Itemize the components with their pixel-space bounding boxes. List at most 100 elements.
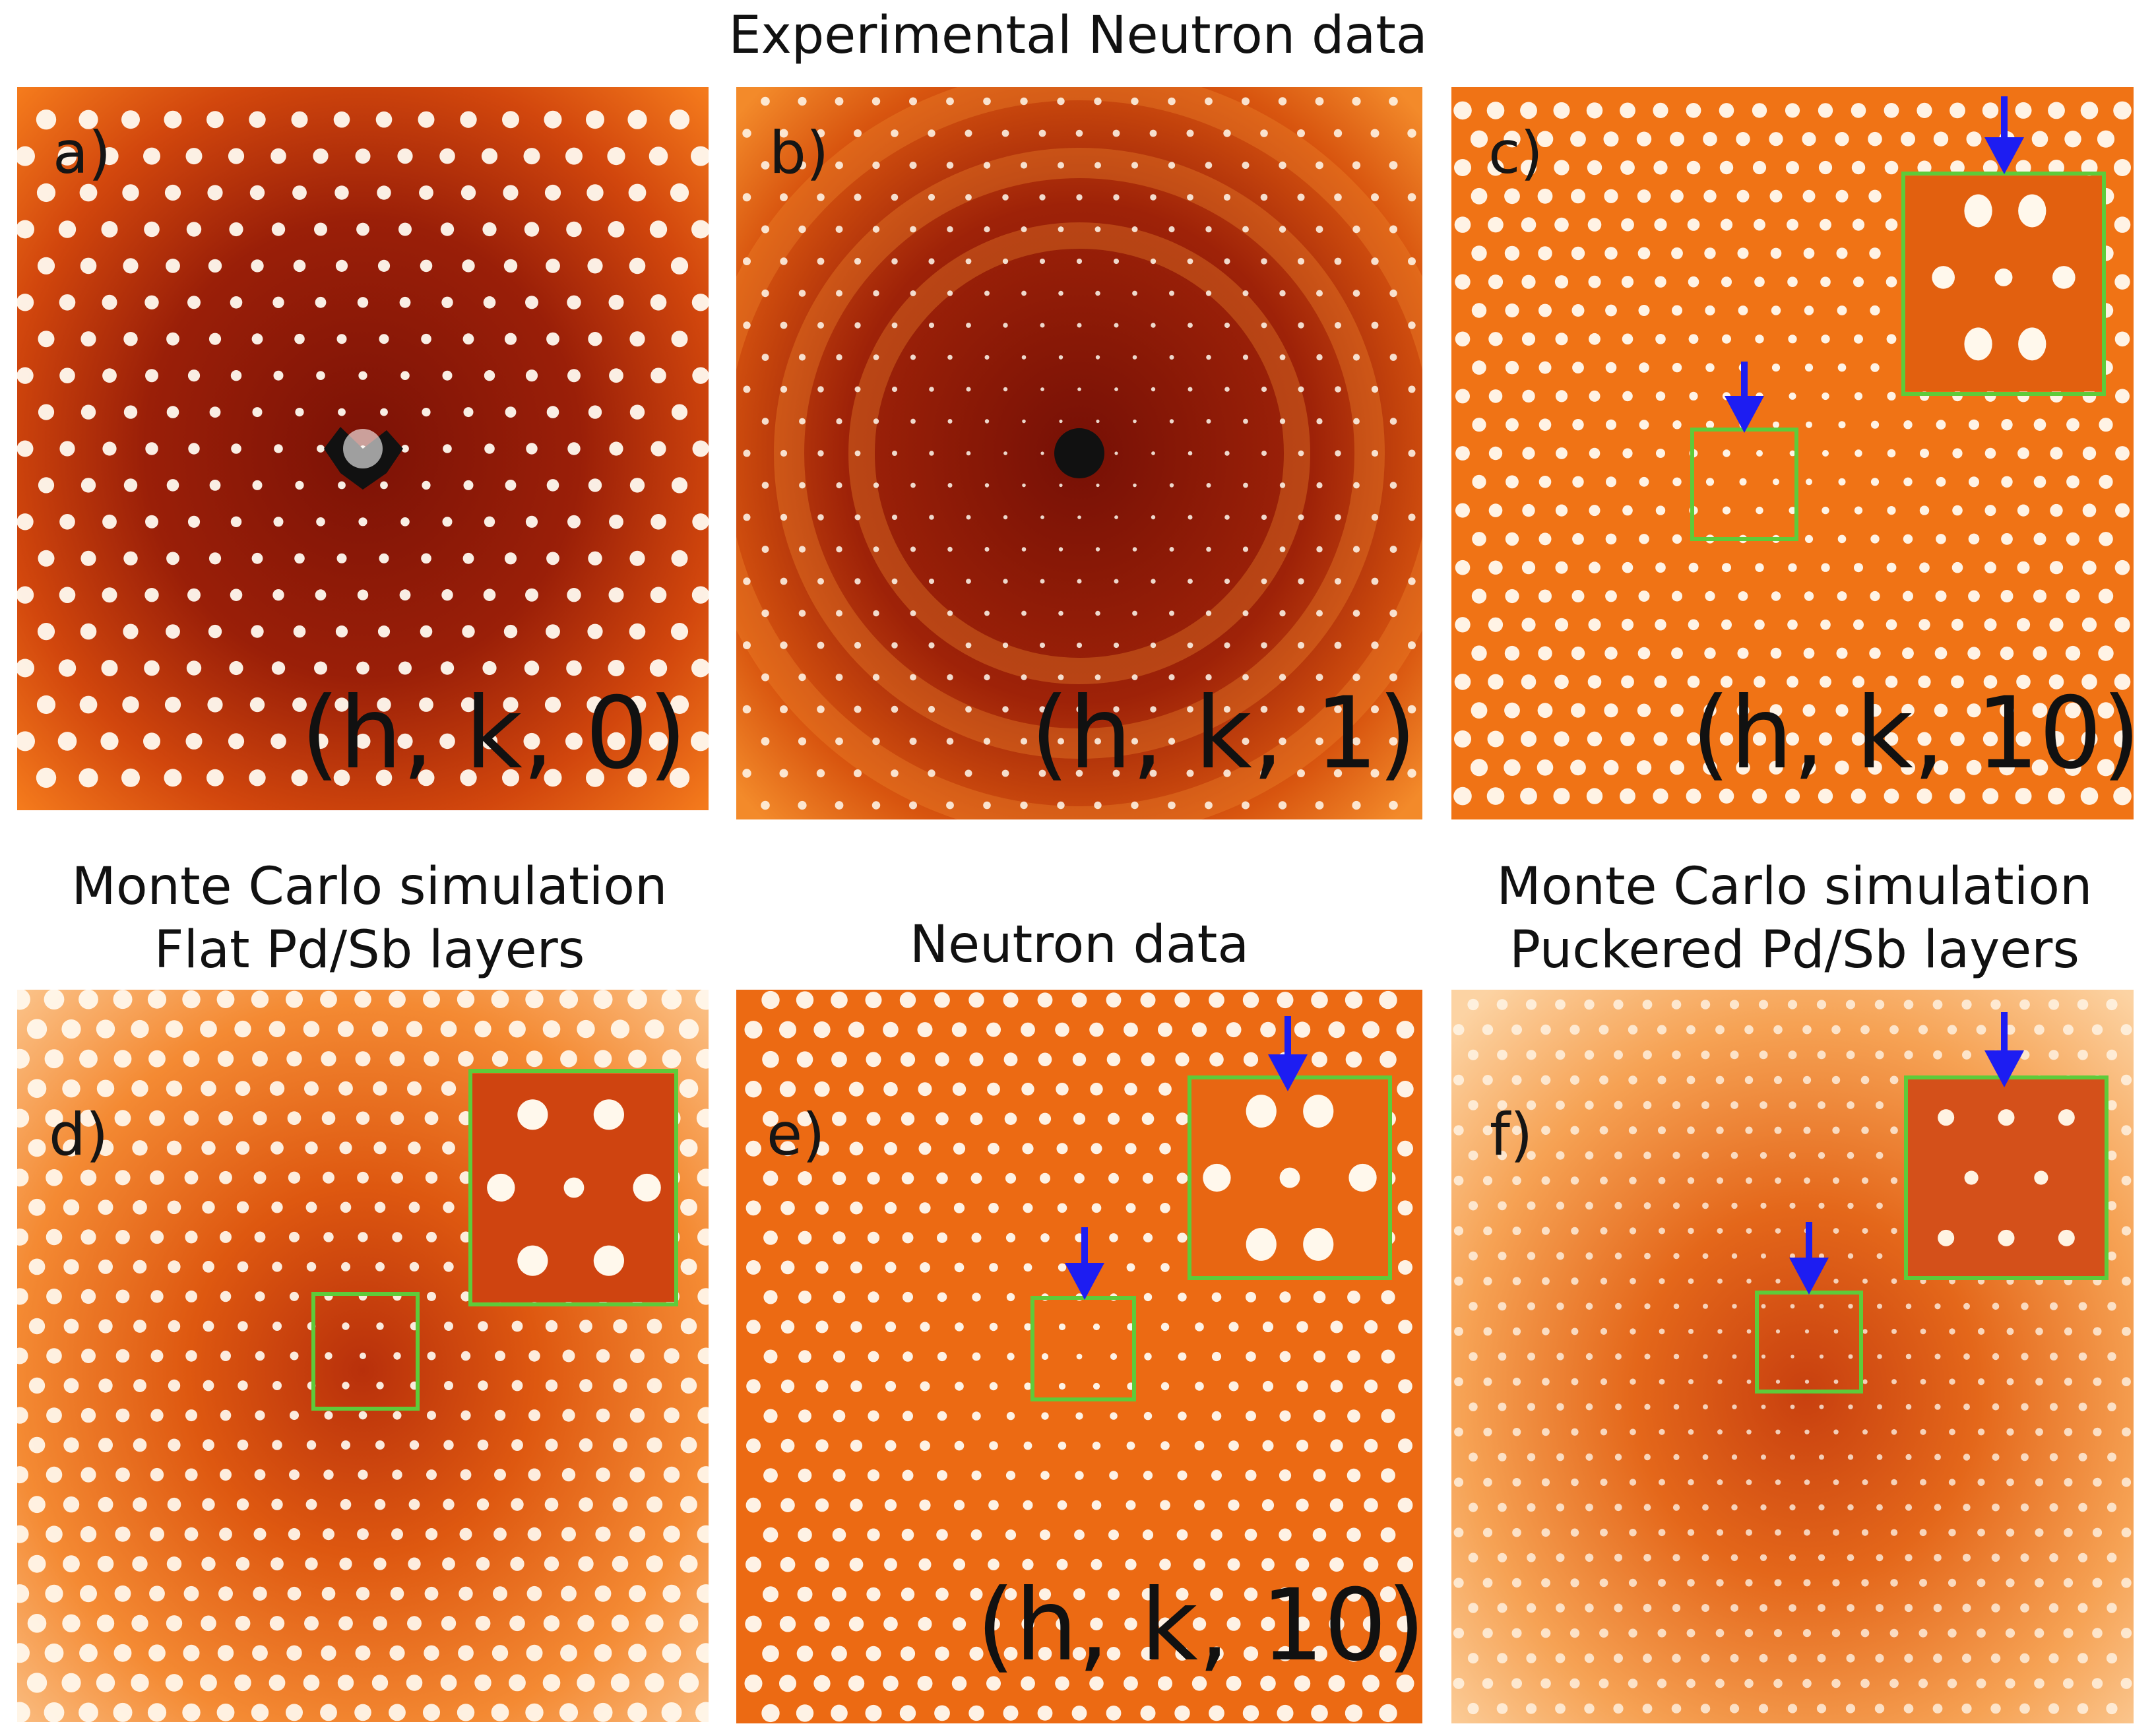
diffraction-spot xyxy=(680,1198,697,1216)
diffraction-spot xyxy=(2099,532,2113,546)
diffraction-spot xyxy=(62,1614,80,1632)
diffraction-spot xyxy=(1482,1678,1494,1689)
diffraction-spot xyxy=(1903,1704,1914,1714)
diffraction-spot xyxy=(650,294,667,311)
diffraction-spot xyxy=(80,1585,97,1603)
diffraction-spot xyxy=(1195,1382,1204,1391)
diffraction-spot xyxy=(970,1529,982,1541)
diffraction-spot xyxy=(561,1586,577,1602)
diffraction-spot xyxy=(1788,1050,1797,1060)
diffraction-spot xyxy=(1244,1528,1257,1541)
diffraction-spot xyxy=(474,1674,491,1692)
diffraction-spot xyxy=(425,1171,438,1184)
diffraction-spot xyxy=(902,1232,914,1244)
diffraction-spot xyxy=(650,368,666,383)
diffraction-spot xyxy=(629,623,646,640)
diffraction-spot xyxy=(2000,703,2014,718)
diffraction-spot xyxy=(1556,1503,1565,1512)
diffraction-spot xyxy=(1296,1498,1309,1512)
diffraction-spot xyxy=(1335,322,1341,329)
diffraction-spot xyxy=(113,1050,132,1068)
diffraction-spot xyxy=(546,406,559,418)
diffraction-spot xyxy=(1903,477,1913,486)
diffraction-spot xyxy=(1571,1277,1579,1285)
diffraction-spot xyxy=(503,259,518,273)
diffraction-spot xyxy=(1389,225,1397,234)
diffraction-spot xyxy=(1007,1353,1015,1361)
diffraction-spot xyxy=(1977,1528,1985,1537)
diffraction-spot xyxy=(460,111,477,128)
diffraction-spot xyxy=(1020,738,1028,745)
diffraction-spot xyxy=(476,1556,490,1571)
diffraction-spot xyxy=(149,1586,165,1602)
diffraction-spot xyxy=(1186,129,1194,137)
diffraction-spot xyxy=(390,1587,404,1601)
diffraction-spot xyxy=(397,733,413,749)
diffraction-spot xyxy=(1901,703,1915,717)
diffraction-spot xyxy=(1738,305,1748,315)
diffraction-spot xyxy=(1818,732,1833,746)
diffraction-spot xyxy=(144,588,159,602)
diffraction-spot xyxy=(588,332,602,346)
diffraction-spot xyxy=(872,674,880,681)
diffraction-spot xyxy=(373,1557,387,1570)
diffraction-spot xyxy=(2049,561,2064,575)
diffraction-spot xyxy=(321,1111,336,1125)
diffraction-spot xyxy=(1021,290,1027,296)
diffraction-spot xyxy=(1963,1504,1971,1512)
diffraction-spot xyxy=(1731,1253,1738,1259)
diffraction-spot xyxy=(1498,1452,1507,1461)
diffraction-spot xyxy=(358,517,367,527)
panel-b-diffraction-map: b) (h, k, 1) xyxy=(736,87,1422,819)
panel-a-pattern xyxy=(17,87,709,810)
diffraction-spot xyxy=(98,1378,113,1393)
diffraction-spot xyxy=(1802,704,1816,717)
diffraction-spot xyxy=(1761,1304,1766,1309)
diffraction-spot xyxy=(1397,1497,1413,1513)
diffraction-spot xyxy=(1160,1263,1170,1272)
diffraction-spot xyxy=(2106,1049,2118,1060)
diffraction-spot xyxy=(650,514,666,530)
diffraction-spot xyxy=(1555,1050,1566,1060)
diffraction-spot xyxy=(697,1228,709,1246)
diffraction-spot xyxy=(1058,355,1063,360)
diffraction-spot xyxy=(220,1351,231,1361)
diffraction-spot xyxy=(566,660,582,676)
diffraction-spot xyxy=(1058,610,1063,616)
diffraction-spot xyxy=(680,1554,698,1573)
diffraction-spot xyxy=(1381,1409,1395,1423)
diffraction-spot xyxy=(1330,1380,1343,1393)
diffraction-spot xyxy=(1760,1152,1767,1159)
diffraction-spot xyxy=(1851,160,1866,175)
diffraction-spot xyxy=(1362,1675,1379,1692)
diffraction-spot xyxy=(1126,1441,1135,1450)
diffraction-spot xyxy=(1822,450,1829,457)
diffraction-spot xyxy=(1744,1075,1754,1085)
diffraction-spot xyxy=(1891,1278,1897,1284)
diffraction-spot xyxy=(900,1646,916,1661)
diffraction-spot xyxy=(81,1349,96,1363)
diffraction-spot xyxy=(1934,1353,1941,1360)
diffraction-spot xyxy=(1717,1278,1723,1284)
diffraction-spot xyxy=(1261,578,1267,585)
diffraction-spot xyxy=(1505,303,1519,318)
diffraction-spot xyxy=(272,1262,282,1272)
diffraction-spot xyxy=(1802,1679,1812,1688)
diffraction-spot xyxy=(209,480,221,491)
diffraction-spot xyxy=(1904,1603,1913,1613)
diffraction-spot xyxy=(1869,247,1881,259)
diffraction-spot xyxy=(988,1203,999,1213)
diffraction-spot xyxy=(1730,1050,1739,1060)
diffraction-spot xyxy=(389,1051,405,1067)
diffraction-spot xyxy=(1754,276,1765,288)
diffraction-spot xyxy=(408,1557,421,1570)
diffraction-spot xyxy=(1389,800,1398,810)
diffraction-spot xyxy=(168,1438,181,1452)
panel-d-zoom-box xyxy=(311,1292,420,1411)
diffraction-spot xyxy=(150,1527,164,1542)
diffraction-spot xyxy=(850,1321,862,1333)
diffraction-spot xyxy=(565,732,583,750)
diffraction-spot xyxy=(1963,1302,1970,1310)
diffraction-spot xyxy=(1760,1101,1767,1109)
diffraction-spot xyxy=(1886,619,1897,631)
